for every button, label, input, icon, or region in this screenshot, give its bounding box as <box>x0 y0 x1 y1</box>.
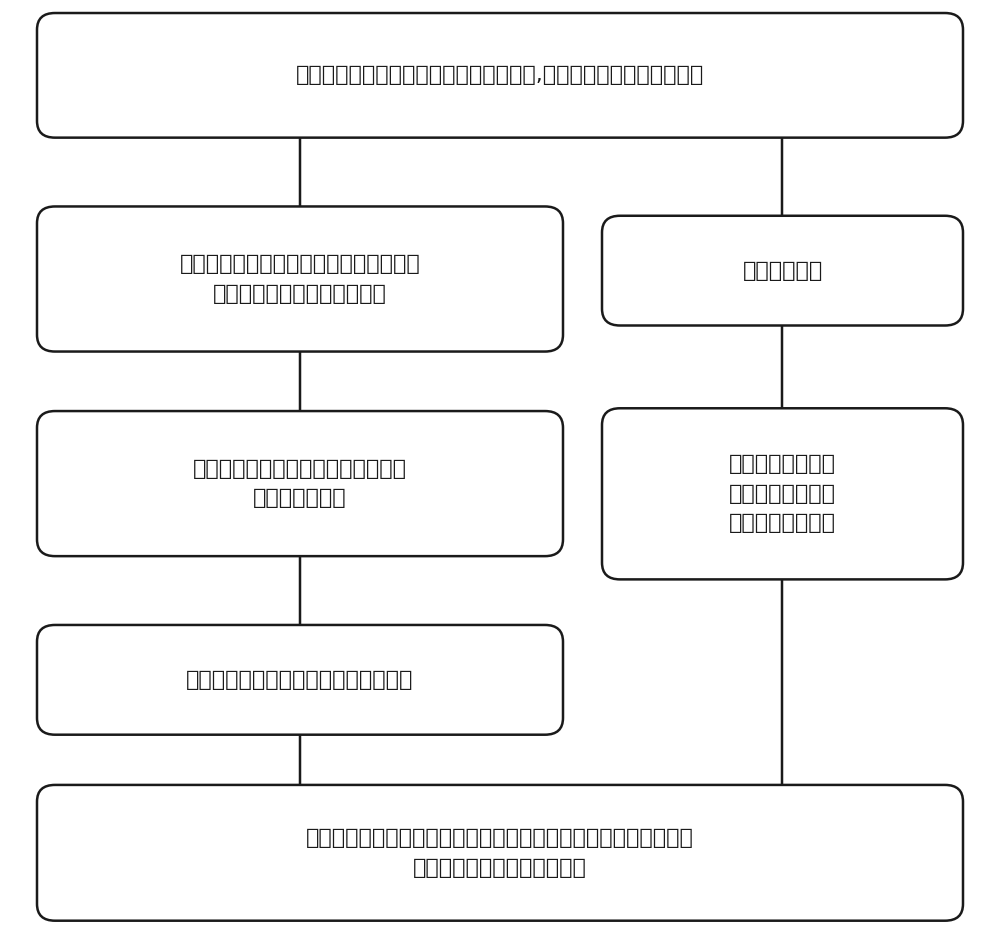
Text: 阵列天线接收卫星信号、干扰信号和噪声,建立阵列天线接收信号模型: 阵列天线接收卫星信号、干扰信号和噪声,建立阵列天线接收信号模型 <box>296 65 704 86</box>
FancyBboxPatch shape <box>37 785 963 921</box>
FancyBboxPatch shape <box>37 411 563 556</box>
Text: 根据噪声功率确定
接收信号协方差矩
阵的对角加载因子: 根据噪声功率确定 接收信号协方差矩 阵的对角加载因子 <box>729 454 836 534</box>
FancyBboxPatch shape <box>37 206 563 352</box>
Text: 将非凸优化约束条件转化为凸优化形式: 将非凸优化约束条件转化为凸优化形式 <box>186 670 414 690</box>
FancyBboxPatch shape <box>37 13 963 138</box>
Text: 由卫星信号和干扰信号的达到角，计算卫
星信号和干扰信号的导向矢量: 由卫星信号和干扰信号的达到角，计算卫 星信号和干扰信号的导向矢量 <box>180 254 420 304</box>
Text: 建立基于角度约束的波束形成代价函数，并采用凸优化工具箱求解
阵列最优权值，获取卫星波束: 建立基于角度约束的波束形成代价函数，并采用凸优化工具箱求解 阵列最优权值，获取卫… <box>306 828 694 878</box>
FancyBboxPatch shape <box>37 625 563 735</box>
Text: 根据卫星信号到达角范围确定阵列天
线幅值响应区间: 根据卫星信号到达角范围确定阵列天 线幅值响应区间 <box>193 458 407 509</box>
Text: 获取噪声功率: 获取噪声功率 <box>742 260 823 281</box>
FancyBboxPatch shape <box>602 216 963 326</box>
FancyBboxPatch shape <box>602 408 963 579</box>
